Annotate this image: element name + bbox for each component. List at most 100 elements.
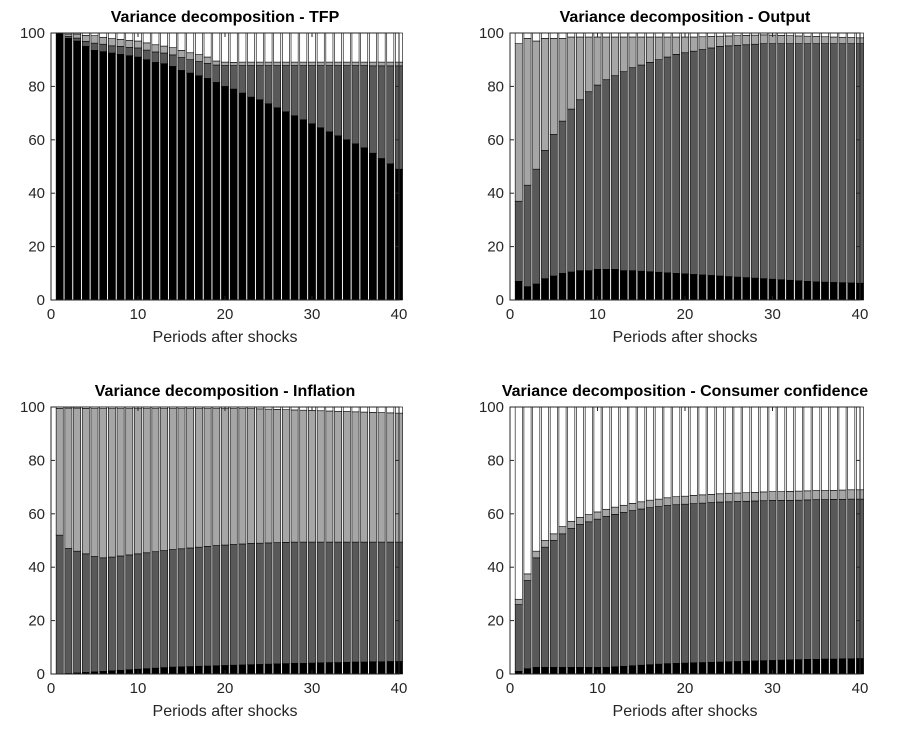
bar-lightgray-8 — [116, 39, 125, 47]
bar-lightgray-23 — [247, 408, 255, 544]
bar-darkgray-1 — [514, 200, 523, 282]
bar-white-36 — [360, 32, 369, 63]
bar-white-19 — [212, 32, 221, 62]
bar-black-15 — [637, 270, 646, 301]
bar-black-7 — [567, 667, 576, 675]
bar-white-18 — [203, 32, 212, 58]
bar-lightgray-36 — [360, 61, 369, 66]
bar-lightgray-37 — [829, 489, 838, 500]
bar-black-9 — [584, 270, 593, 301]
bar-white-13 — [619, 32, 628, 38]
bar-darkgray-19 — [672, 54, 681, 274]
bar-lightgray-19 — [672, 36, 681, 55]
bar-black-31 — [777, 279, 786, 301]
bar-darkgray-19 — [212, 64, 221, 83]
bar-white-36 — [821, 406, 829, 491]
y-tick-label: 60 — [487, 506, 504, 523]
bar-black-37 — [369, 152, 377, 301]
bar-black-3 — [532, 283, 541, 301]
bar-darkgray-35 — [351, 541, 360, 663]
bar-black-34 — [342, 139, 351, 301]
bar-black-25 — [264, 103, 273, 301]
x-tick-label: 30 — [764, 680, 781, 697]
bar-lightgray-18 — [663, 497, 672, 506]
bar-black-18 — [663, 663, 672, 675]
bar-darkgray-11 — [142, 49, 151, 60]
bar-lightgray-15 — [637, 501, 646, 510]
bar-black-18 — [663, 272, 672, 301]
bar-lightgray-7 — [108, 408, 116, 558]
bar-black-24 — [255, 99, 264, 301]
bar-lightgray-2 — [64, 407, 73, 549]
bar-lightgray-21 — [689, 495, 698, 504]
bar-lightgray-1 — [55, 408, 64, 536]
bar-white-9 — [125, 32, 134, 41]
y-tick-label: 100 — [479, 25, 504, 42]
bar-white-36 — [360, 406, 369, 413]
bar-darkgray-14 — [628, 67, 637, 271]
bar-black-23 — [707, 275, 716, 301]
bar-black-28 — [751, 277, 759, 301]
bar-black-24 — [255, 664, 264, 675]
bar-black-34 — [803, 659, 812, 675]
y-tick-label: 20 — [487, 613, 504, 630]
bar-darkgray-31 — [777, 500, 786, 661]
bar-white-19 — [672, 32, 681, 38]
bar-black-16 — [186, 72, 195, 301]
bar-darkgray-28 — [751, 43, 759, 279]
bar-darkgray-33 — [794, 499, 803, 660]
bar-black-6 — [558, 667, 567, 675]
bar-darkgray-11 — [142, 552, 151, 669]
bar-white-9 — [584, 406, 593, 515]
bar-lightgray-18 — [663, 36, 672, 58]
bar-black-9 — [125, 669, 134, 675]
y-tick-label: 60 — [28, 132, 45, 149]
bar-darkgray-24 — [716, 46, 724, 277]
bar-darkgray-27 — [742, 44, 751, 278]
bar-black-39 — [386, 661, 395, 675]
bar-black-21 — [229, 88, 238, 301]
bar-black-22 — [238, 664, 247, 675]
bar-black-15 — [177, 666, 186, 675]
bar-white-11 — [602, 32, 611, 38]
bar-lightgray-10 — [593, 36, 602, 86]
bar-lightgray-1 — [514, 43, 523, 202]
bar-darkgray-20 — [681, 52, 689, 275]
bar-darkgray-6 — [558, 533, 567, 668]
bar-darkgray-23 — [247, 543, 255, 665]
bar-lightgray-27 — [742, 35, 751, 46]
bar-lightgray-17 — [195, 408, 203, 548]
bar-black-2 — [523, 286, 532, 301]
bar-lightgray-30 — [768, 491, 777, 501]
bar-darkgray-24 — [255, 542, 264, 665]
bar-darkgray-26 — [733, 44, 742, 278]
bar-black-12 — [611, 268, 619, 301]
bar-lightgray-5 — [549, 38, 558, 135]
bar-lightgray-4 — [81, 408, 90, 555]
bar-white-24 — [255, 32, 264, 63]
bar-darkgray-1 — [514, 604, 523, 672]
y-tick-label: 0 — [37, 292, 45, 309]
bar-darkgray-25 — [264, 65, 273, 105]
bar-black-34 — [342, 661, 351, 675]
bar-lightgray-30 — [308, 61, 316, 66]
bar-white-37 — [829, 406, 838, 491]
bar-lightgray-8 — [576, 516, 584, 525]
bar-white-7 — [567, 32, 576, 38]
bar-lightgray-39 — [386, 61, 395, 67]
bar-darkgray-7 — [567, 108, 576, 273]
x-tick-label: 20 — [677, 680, 694, 697]
bar-lightgray-35 — [351, 411, 360, 543]
bar-darkgray-32 — [325, 541, 334, 663]
bar-lightgray-11 — [602, 508, 611, 517]
bar-darkgray-30 — [768, 43, 777, 280]
bar-darkgray-25 — [724, 45, 733, 277]
bar-white-35 — [351, 32, 360, 63]
bar-darkgray-26 — [733, 501, 742, 662]
bar-lightgray-4 — [81, 35, 90, 42]
bar-lightgray-32 — [786, 35, 794, 44]
bar-black-21 — [689, 274, 698, 301]
bar-black-17 — [195, 665, 203, 675]
bar-black-23 — [247, 664, 255, 675]
bar-lightgray-5 — [90, 408, 99, 557]
